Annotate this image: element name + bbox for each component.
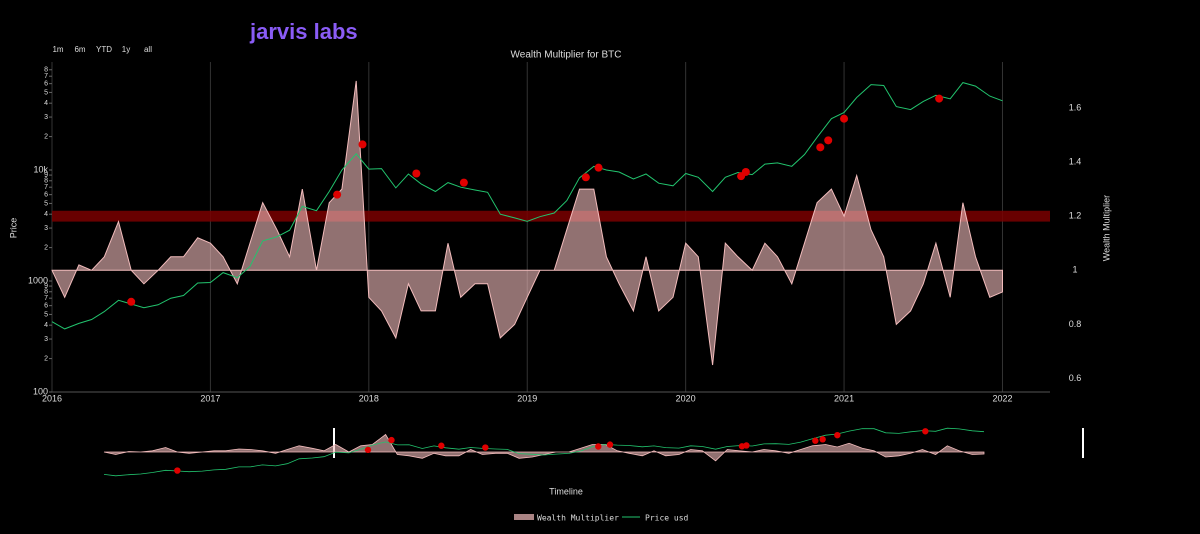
- y2-axis-label: Wealth Multiplier: [1101, 195, 1111, 261]
- signal-dot: [412, 169, 421, 178]
- signal-dot: [581, 173, 590, 182]
- legend-label[interactable]: Price usd: [645, 514, 689, 523]
- signal-dot: [364, 446, 372, 454]
- x-tick-label: 2020: [676, 393, 696, 403]
- range-button[interactable]: 1y: [122, 45, 130, 54]
- y-tick-label: 3: [44, 336, 48, 343]
- y-tick-label: 4: [44, 211, 48, 218]
- y2-tick-label: 0.8: [1069, 319, 1082, 329]
- range-button[interactable]: 6m: [74, 45, 85, 54]
- y-tick-label: 2: [44, 355, 48, 362]
- signal-dot: [743, 442, 750, 449]
- navigator-handle[interactable]: [333, 428, 335, 458]
- range-button[interactable]: YTD: [96, 45, 112, 54]
- y-tick-label: 4: [44, 322, 48, 329]
- x-tick-label: 2018: [359, 393, 379, 403]
- y-tick-label: 9: [44, 283, 48, 290]
- y-tick-label: 6: [44, 191, 48, 198]
- y-tick-label: 2: [44, 133, 48, 140]
- y-tick-label: 7: [44, 73, 48, 80]
- x-tick-label: 2022: [992, 393, 1012, 403]
- y-tick-label: 7: [44, 295, 48, 302]
- y-tick-label: 8: [44, 67, 48, 74]
- legend-swatch: [514, 514, 534, 520]
- y2-tick-label: 1.4: [1069, 156, 1082, 166]
- signal-dot: [812, 437, 819, 444]
- range-button[interactable]: 1m: [52, 45, 63, 54]
- y2-tick-label: 1.2: [1069, 211, 1082, 221]
- signal-dot: [816, 143, 825, 152]
- y-tick-label: 3: [44, 225, 48, 232]
- y-tick-label: 8: [44, 289, 48, 296]
- y-tick-label: 8: [44, 178, 48, 185]
- signal-dot: [840, 114, 849, 123]
- y-tick-label: 7: [44, 184, 48, 191]
- area: [51, 80, 1003, 366]
- signal-dot: [922, 428, 929, 435]
- x-tick-label: 2019: [517, 393, 537, 403]
- range-button[interactable]: all: [144, 45, 152, 54]
- signal-dot: [819, 436, 826, 443]
- line: [51, 82, 1003, 330]
- signal-dot: [824, 136, 833, 145]
- y-tick-label: 3: [44, 114, 48, 121]
- signal-dot: [935, 94, 944, 103]
- y-tick-label: 1000: [28, 275, 48, 285]
- y-tick-label: 4: [44, 100, 48, 107]
- y-tick-label: 5: [44, 311, 48, 318]
- signal-dot: [741, 167, 750, 176]
- chart-title: Wealth Multiplier for BTC: [511, 50, 622, 61]
- y2-tick-label: 1.6: [1069, 102, 1082, 112]
- legend-label[interactable]: Wealth Multiplier: [537, 514, 619, 523]
- area: [103, 433, 985, 462]
- y-tick-label: 100: [33, 386, 48, 396]
- signal-dot: [594, 163, 603, 172]
- x-tick-label: 2017: [200, 393, 220, 403]
- y-tick-label: 6: [44, 302, 48, 309]
- y-tick-label: 2: [44, 244, 48, 251]
- x-tick-label: 2016: [42, 393, 62, 403]
- y2-tick-label: 1: [1072, 265, 1077, 275]
- y-tick-label: 9: [44, 172, 48, 179]
- signal-dot: [834, 431, 841, 439]
- signal-dot: [438, 442, 445, 449]
- signal-dot: [459, 178, 468, 187]
- y-axis-label: Price: [8, 218, 18, 239]
- y-tick-label: 5: [44, 200, 48, 207]
- x-tick-label: 2021: [834, 393, 854, 403]
- y-tick-label: 6: [44, 80, 48, 87]
- highlight-band: [52, 210, 1050, 222]
- navigator-label: Timeline: [549, 486, 583, 496]
- navigator-handle[interactable]: [1082, 428, 1084, 458]
- signal-dot: [606, 441, 614, 448]
- signal-dot: [388, 436, 395, 444]
- signal-dot: [595, 443, 602, 450]
- signal-dot: [333, 190, 342, 199]
- signal-dot: [174, 467, 181, 474]
- signal-dot: [358, 140, 367, 149]
- signal-dot: [127, 297, 136, 306]
- y-tick-label: 5: [44, 89, 48, 96]
- logo: jarvis labs: [249, 19, 358, 44]
- signal-dot: [482, 444, 489, 451]
- y-tick-label: 10k: [33, 164, 48, 174]
- y2-tick-label: 0.6: [1069, 373, 1082, 383]
